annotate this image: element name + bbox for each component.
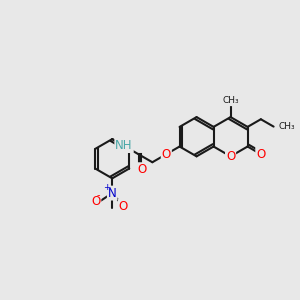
Text: +: + xyxy=(103,183,111,192)
Text: O: O xyxy=(162,148,171,161)
Text: N: N xyxy=(108,187,117,200)
Text: CH₃: CH₃ xyxy=(279,122,296,131)
Text: O: O xyxy=(226,150,235,163)
Text: NH: NH xyxy=(115,139,133,152)
Text: O: O xyxy=(256,148,266,161)
Text: CH₃: CH₃ xyxy=(222,96,239,105)
Text: O: O xyxy=(91,195,101,208)
Text: -: - xyxy=(97,190,101,200)
Text: O: O xyxy=(137,163,146,176)
Text: O: O xyxy=(119,200,128,213)
